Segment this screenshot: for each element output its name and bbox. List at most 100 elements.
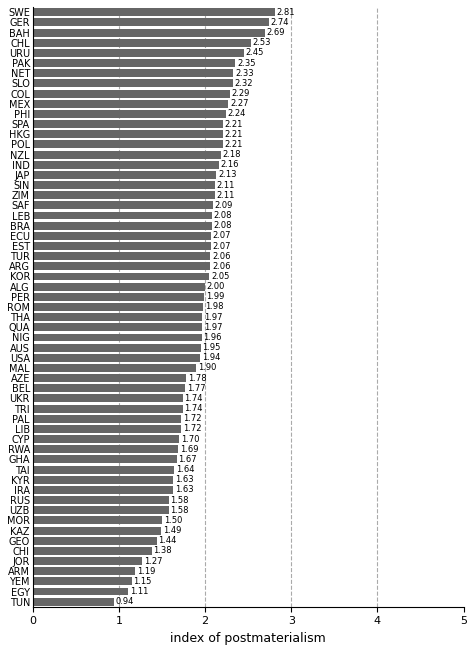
Text: 1.96: 1.96 (203, 333, 222, 342)
Bar (33, 527, 161, 535)
Text: 2.08: 2.08 (214, 211, 232, 220)
Text: 2.08: 2.08 (214, 221, 232, 230)
Bar (33, 110, 226, 118)
Text: 1.49: 1.49 (163, 526, 181, 535)
Text: 2.24: 2.24 (228, 110, 246, 119)
Bar (33, 80, 233, 87)
Bar (33, 354, 200, 362)
Bar (33, 557, 142, 565)
Text: 2.53: 2.53 (253, 38, 271, 47)
Bar (33, 201, 213, 209)
Bar (33, 506, 169, 514)
Text: 1.95: 1.95 (202, 343, 221, 352)
Bar (33, 242, 211, 250)
Bar (33, 496, 169, 504)
Bar (33, 466, 174, 473)
Bar (33, 49, 244, 57)
Bar (33, 211, 212, 220)
Text: 1.74: 1.74 (184, 394, 203, 403)
Text: 1.15: 1.15 (134, 577, 152, 586)
Text: 2.21: 2.21 (225, 140, 243, 149)
Bar (33, 8, 275, 16)
Bar (33, 303, 203, 311)
Text: 1.97: 1.97 (204, 323, 223, 332)
Text: 2.33: 2.33 (235, 68, 254, 78)
Bar (33, 59, 235, 67)
Bar (33, 323, 202, 331)
Bar (33, 415, 181, 422)
Bar (33, 130, 223, 138)
Bar (33, 486, 173, 494)
Bar (33, 547, 152, 555)
Bar (33, 191, 215, 199)
Bar (33, 140, 223, 149)
Text: 1.97: 1.97 (204, 313, 223, 321)
Bar (33, 89, 230, 98)
Bar (33, 171, 216, 179)
Text: 1.67: 1.67 (178, 455, 197, 464)
Bar (33, 161, 219, 169)
Text: 2.74: 2.74 (271, 18, 289, 27)
Text: 1.90: 1.90 (198, 363, 217, 372)
Text: 1.50: 1.50 (164, 516, 182, 525)
Text: 2.35: 2.35 (237, 59, 255, 68)
Text: 1.69: 1.69 (180, 445, 199, 454)
Bar (33, 384, 185, 393)
Text: 2.69: 2.69 (266, 28, 285, 37)
Bar (33, 262, 210, 271)
Text: 1.58: 1.58 (171, 506, 189, 514)
Text: 1.63: 1.63 (175, 485, 193, 494)
Text: 1.44: 1.44 (158, 536, 177, 545)
Text: 2.06: 2.06 (212, 252, 230, 261)
Bar (33, 587, 128, 595)
Bar (33, 313, 202, 321)
Bar (33, 334, 201, 342)
Text: 2.18: 2.18 (222, 150, 241, 159)
Bar (33, 537, 157, 544)
Bar (33, 18, 269, 26)
Bar (33, 69, 234, 77)
Bar (33, 445, 178, 453)
Bar (33, 181, 215, 189)
Bar (33, 435, 179, 443)
Text: 2.11: 2.11 (216, 181, 235, 190)
Bar (33, 578, 132, 585)
Text: 2.09: 2.09 (215, 201, 233, 210)
Bar (33, 567, 135, 575)
Text: 0.94: 0.94 (116, 597, 134, 606)
Text: 1.19: 1.19 (137, 567, 155, 576)
Bar (33, 222, 212, 230)
Text: 2.07: 2.07 (213, 241, 231, 250)
Text: 2.21: 2.21 (225, 130, 243, 139)
Text: 1.72: 1.72 (182, 424, 201, 434)
Text: 2.11: 2.11 (216, 190, 235, 200)
Text: 2.05: 2.05 (211, 272, 229, 281)
Text: 1.27: 1.27 (144, 557, 163, 565)
Bar (33, 516, 162, 524)
Text: 1.77: 1.77 (187, 384, 206, 393)
Text: 1.58: 1.58 (171, 496, 189, 505)
Text: 1.70: 1.70 (181, 435, 200, 443)
Text: 1.11: 1.11 (130, 587, 148, 596)
Text: 2.16: 2.16 (220, 160, 239, 170)
Text: 1.74: 1.74 (184, 404, 203, 413)
Text: 2.45: 2.45 (246, 48, 264, 57)
Bar (33, 598, 114, 606)
Text: 2.00: 2.00 (207, 282, 225, 291)
Bar (33, 425, 181, 433)
Text: 1.78: 1.78 (188, 374, 207, 383)
Bar (33, 364, 196, 372)
Text: 2.07: 2.07 (213, 231, 231, 241)
Bar (33, 39, 251, 47)
Text: 2.21: 2.21 (225, 119, 243, 128)
Text: 2.06: 2.06 (212, 262, 230, 271)
Text: 2.32: 2.32 (234, 79, 253, 88)
Bar (33, 283, 205, 291)
Bar (33, 252, 210, 260)
Bar (33, 273, 210, 280)
Bar (33, 151, 220, 158)
Text: 1.94: 1.94 (201, 353, 220, 363)
Bar (33, 456, 177, 464)
Text: 2.13: 2.13 (218, 170, 237, 179)
Bar (33, 100, 228, 108)
